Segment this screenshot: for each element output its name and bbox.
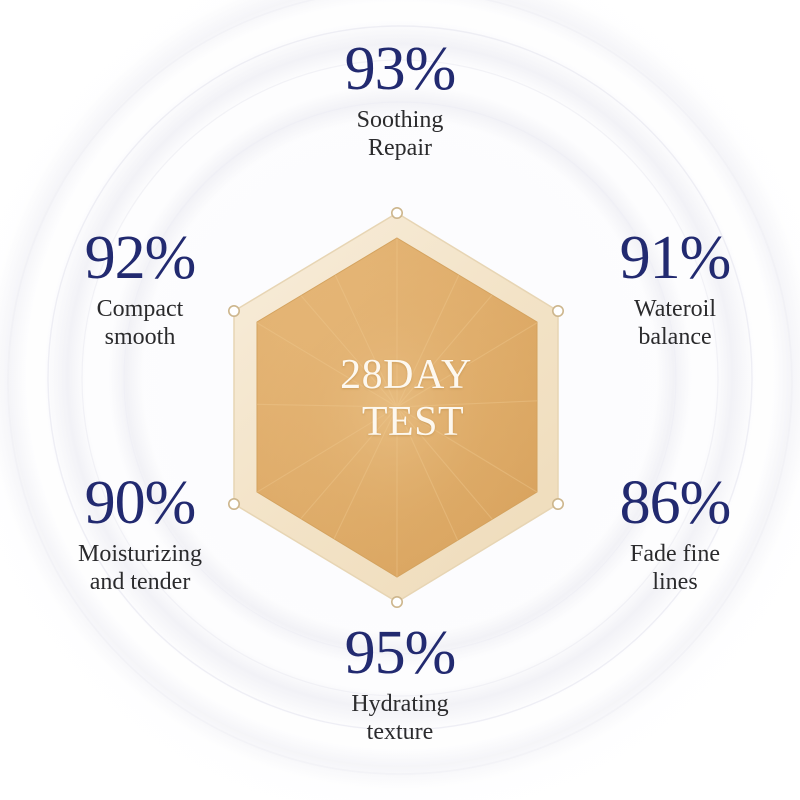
stat-percent: 86% [619,469,732,537]
stat-soothing-repair: 93% Soothing Repair [285,38,515,163]
stat-percent: 92% [84,224,197,292]
stat-fade-fine-lines: 86% Fade fine lines [560,472,790,597]
vertex-marker-top-left [228,304,241,317]
stat-compact-smooth: 92% Compact smooth [25,227,255,352]
vertex-marker-top [390,207,403,220]
stat-wateroil-balance: 91% Wateroil balance [560,227,790,352]
stat-hydrating-texture: 95% Hydrating texture [285,622,515,747]
stat-label: Soothing Repair [356,107,444,162]
stat-moisturizing-and-tender: 90% Moisturizing and tender [25,472,255,597]
stat-label: Wateroil balance [633,296,717,351]
stat-label: Hydrating texture [351,691,449,746]
stat-label: Moisturizing and tender [78,541,202,596]
hexagon-vertex-markers [228,207,564,608]
stat-percent: 90% [84,469,197,537]
vertex-marker-bottom-right [551,497,564,510]
vertex-marker-bottom [390,595,403,608]
stat-percent: 91% [619,224,732,292]
vertex-marker-bottom-left [228,497,241,510]
stat-label: Fade fine lines [630,541,720,596]
hexagon-inner-fill [256,237,538,578]
stat-percent: 93% [344,35,457,103]
stat-percent: 95% [344,619,457,687]
vertex-marker-top-right [551,304,564,317]
stat-label: Compact smooth [96,296,184,351]
